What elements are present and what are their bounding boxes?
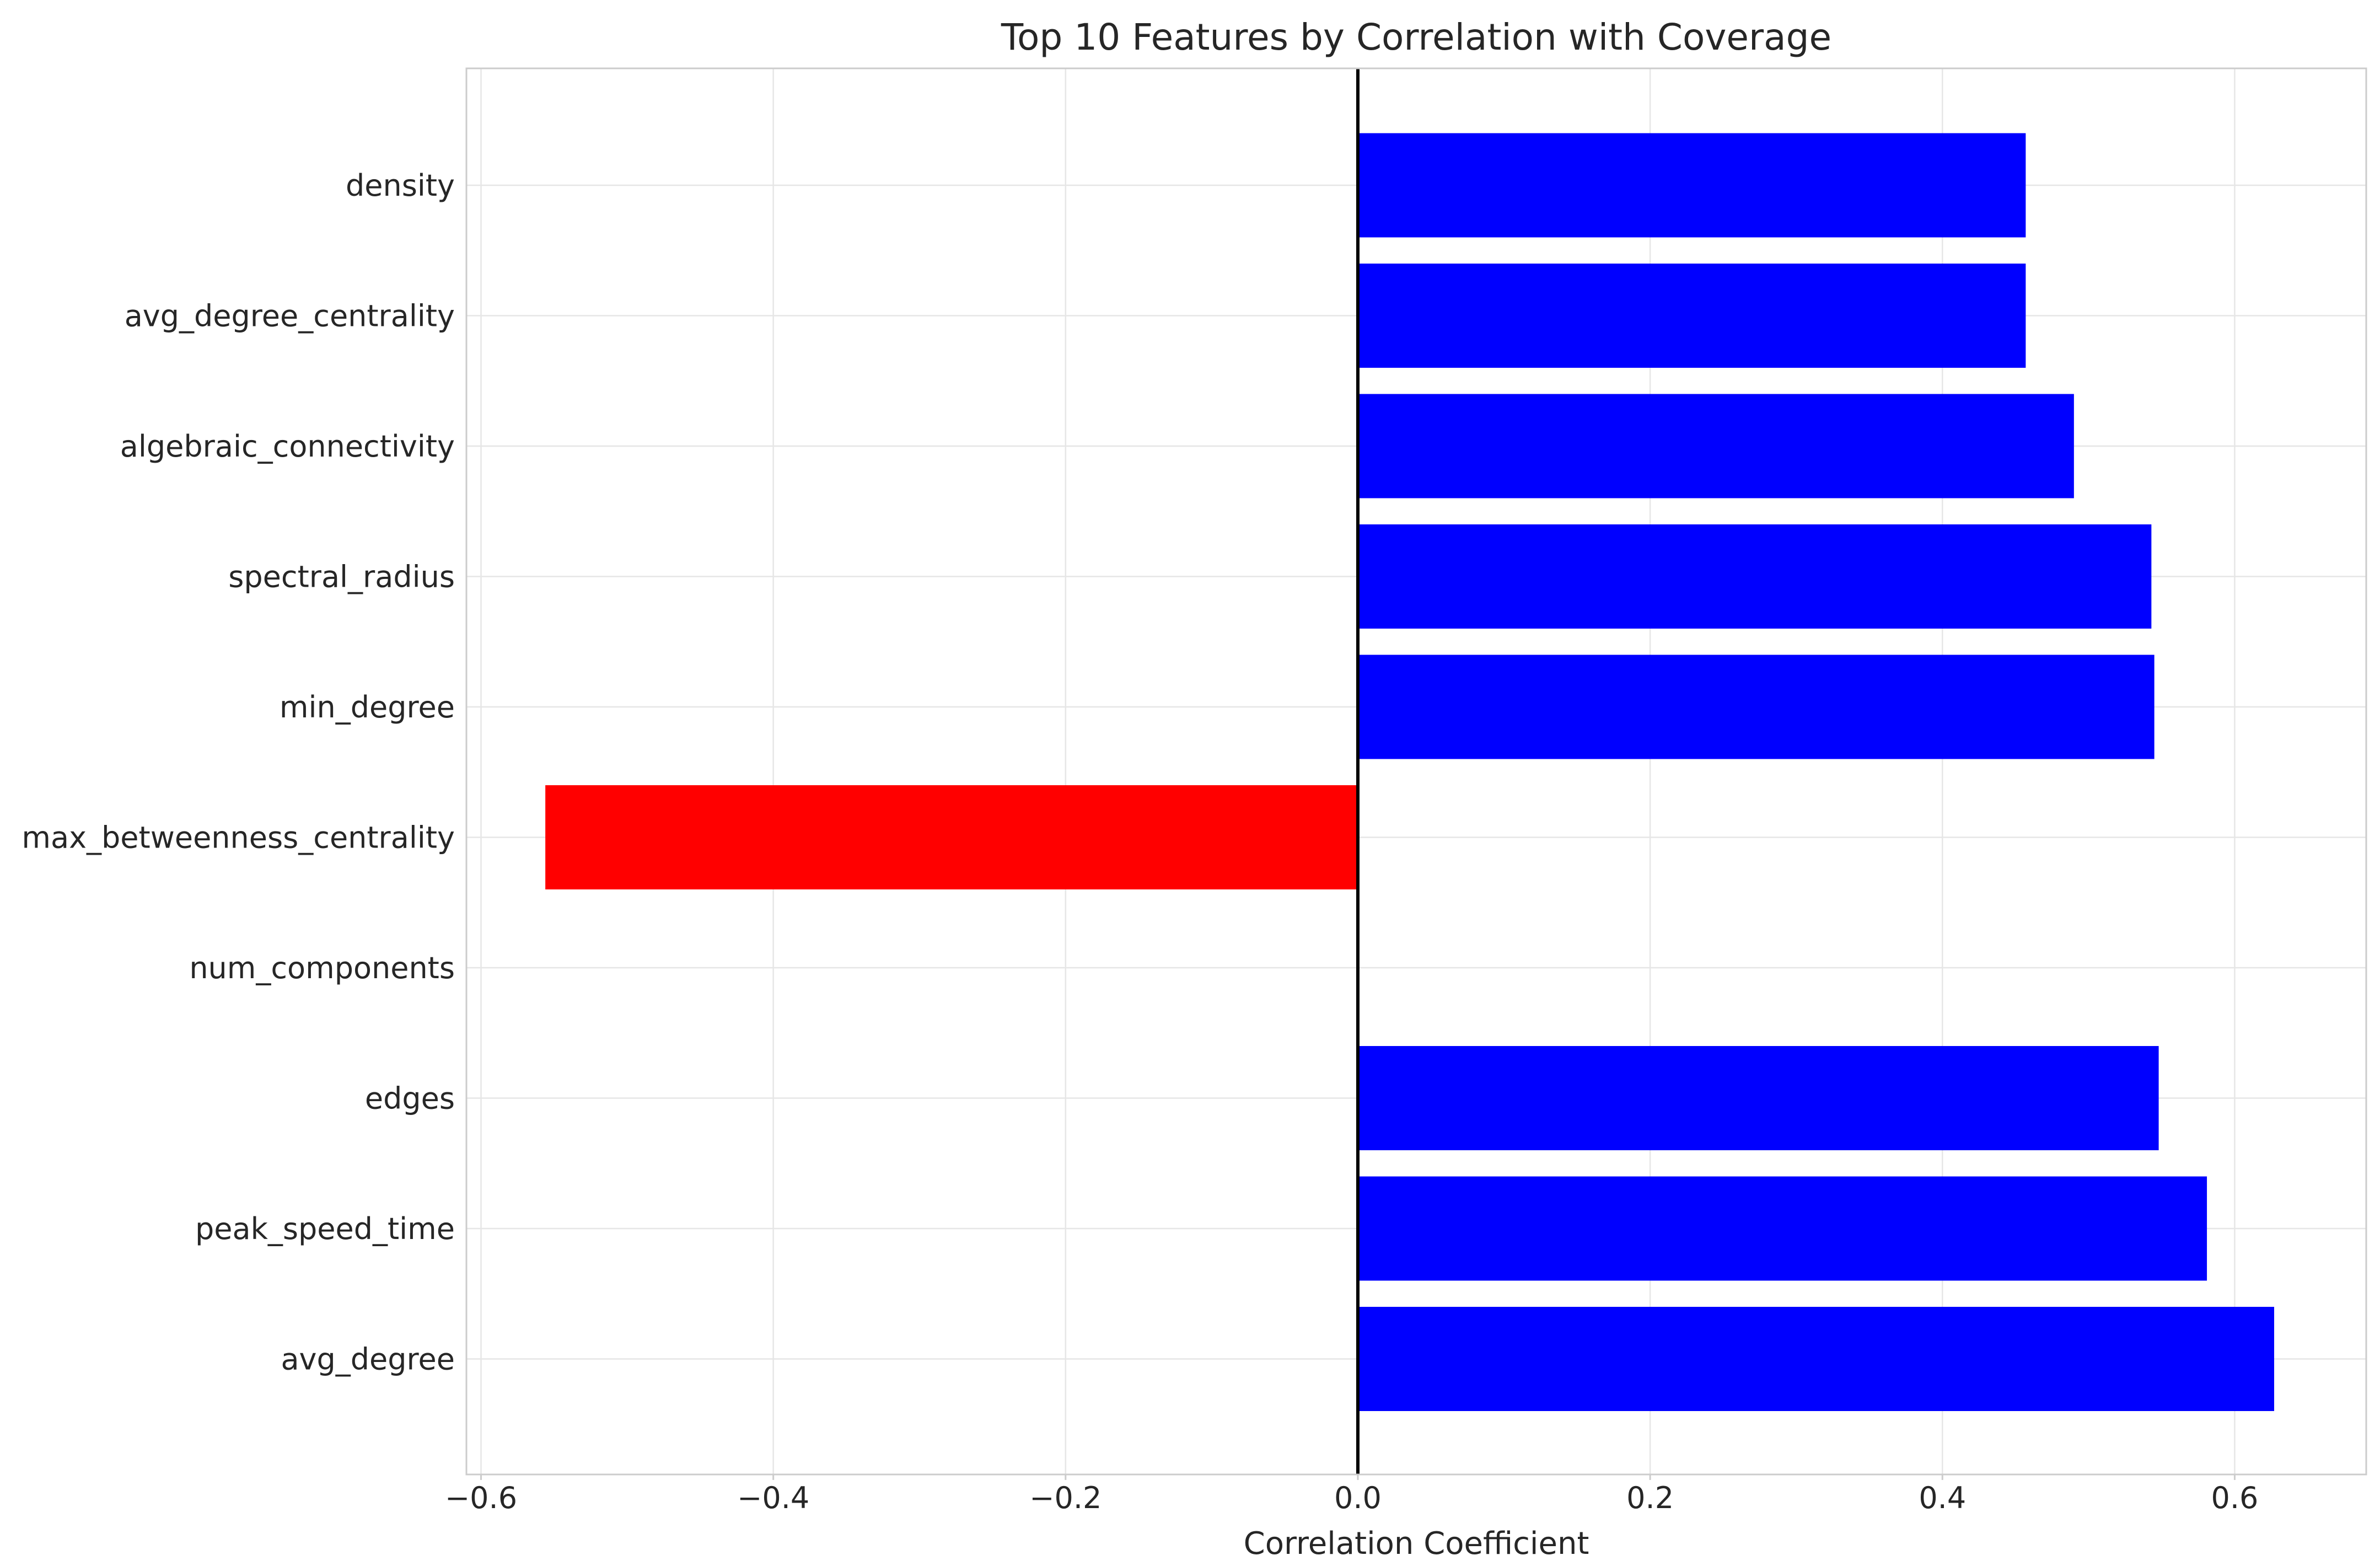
y-tick-label: edges [365, 1081, 455, 1116]
x-tick-label: −0.4 [737, 1481, 809, 1515]
y-tick-label: num_components [189, 951, 455, 985]
y-tick-label: spectral_radius [228, 560, 455, 594]
bar-peak-speed-time [1357, 1176, 2207, 1281]
x-tick-label: 0.2 [1626, 1481, 1674, 1515]
y-tick-label: max_betweenness_centrality [22, 820, 455, 855]
x-tick-label: −0.6 [445, 1481, 517, 1515]
bar-edges [1357, 1046, 2159, 1150]
bar-spectral-radius [1357, 524, 2152, 629]
y-tick-label: algebraic_connectivity [120, 429, 455, 464]
y-tick-label: avg_degree [281, 1342, 455, 1377]
x-axis-label: Correlation Coefficient [1244, 1526, 1589, 1562]
bar-algebraic-connectivity [1357, 394, 2074, 498]
x-tick-label: 0.4 [1919, 1481, 1966, 1515]
bar-max-betweenness-centrality [545, 785, 1358, 889]
y-tick-label: peak_speed_time [195, 1211, 455, 1246]
x-tick-label: 0.0 [1334, 1481, 1382, 1515]
plot-frame [465, 67, 2367, 1476]
x-tick-label: −0.2 [1029, 1481, 1102, 1515]
bar-avg-degree [1357, 1307, 2275, 1411]
y-tick-label: avg_degree_centrality [125, 299, 455, 334]
bar-density [1357, 133, 2026, 238]
chart-title: Top 10 Features by Correlation with Cove… [1001, 16, 1831, 58]
y-tick-label: density [346, 168, 455, 203]
bar-avg-degree-centrality [1357, 264, 2026, 368]
bar-min-degree [1357, 655, 2155, 759]
x-tick-label: 0.6 [2211, 1481, 2258, 1515]
y-tick-label: min_degree [280, 690, 455, 725]
